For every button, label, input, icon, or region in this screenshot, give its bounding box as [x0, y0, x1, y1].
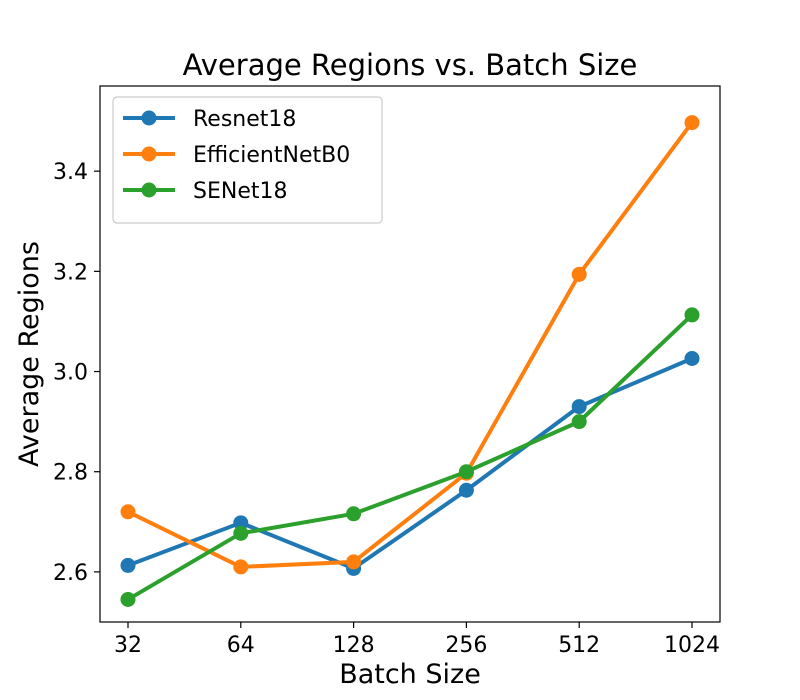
y-tick-label: 2.6 — [53, 561, 88, 586]
series-layer — [120, 115, 700, 607]
x-axis-title: Batch Size — [339, 659, 481, 690]
x-tick-label: 512 — [558, 633, 600, 658]
data-point — [120, 557, 136, 573]
axis-ticks: 32 64 128 256 512 1024 2.6 2.8 3.0 3.2 3.4 — [53, 160, 720, 658]
chart-title: Average Regions vs. Batch Size — [183, 48, 638, 82]
series-line — [126, 313, 694, 602]
series-line — [127, 356, 693, 571]
data-point — [458, 464, 474, 480]
y-tick-label: 3.4 — [53, 160, 88, 185]
legend-label: Resnet18 — [193, 107, 296, 132]
legend-marker — [141, 110, 157, 126]
data-point — [571, 399, 587, 415]
data-point — [120, 504, 136, 520]
data-point — [346, 506, 362, 522]
series-resnet18 — [120, 351, 700, 576]
x-tick-label: 32 — [114, 633, 142, 658]
y-tick-label: 3.2 — [53, 260, 88, 285]
data-point — [684, 307, 700, 323]
x-tick-label: 1024 — [664, 633, 720, 658]
legend-item: EfficientNetB0 — [123, 143, 350, 168]
series-senet18 — [120, 307, 700, 607]
data-point — [233, 559, 249, 575]
legend: Resnet18 EfficientNetB0 SENet18 — [112, 96, 383, 224]
data-point — [120, 591, 136, 607]
y-tick-label: 2.8 — [53, 461, 88, 486]
x-tick-label: 256 — [445, 633, 487, 658]
data-point — [458, 482, 474, 498]
legend-label: SENet18 — [193, 179, 287, 204]
x-tick-label: 128 — [333, 633, 375, 658]
legend-item: Resnet18 — [123, 107, 296, 132]
y-axis-title: Average Regions — [14, 241, 45, 467]
data-point — [571, 266, 587, 282]
data-point — [684, 351, 700, 367]
plot-frame — [99, 85, 721, 623]
x-tick-label: 64 — [227, 633, 255, 658]
data-point — [233, 515, 249, 531]
y-tick-label: 3.0 — [53, 361, 88, 386]
data-point — [233, 525, 249, 541]
legend-label: EfficientNetB0 — [193, 143, 350, 168]
legend-item: SENet18 — [123, 179, 287, 204]
legend-marker — [141, 146, 157, 162]
data-point — [684, 115, 700, 131]
data-point — [346, 554, 362, 570]
legend-marker — [141, 182, 157, 198]
data-point — [571, 414, 587, 430]
series-line — [127, 121, 694, 569]
legend-box — [112, 96, 383, 224]
